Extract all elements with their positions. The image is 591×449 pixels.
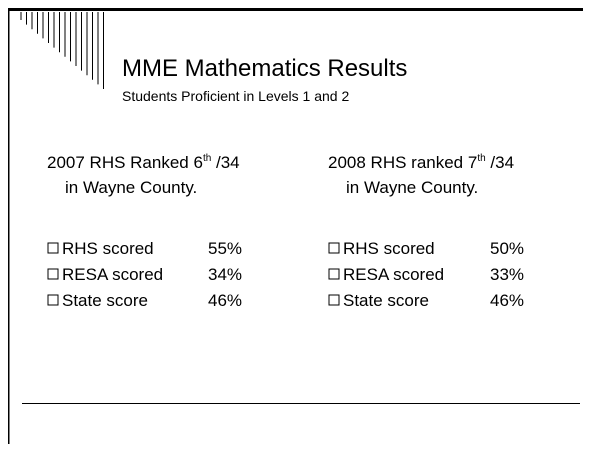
- column-heading-line2: in Wayne County.: [346, 178, 478, 197]
- superscript: th: [477, 153, 485, 164]
- superscript: th: [203, 153, 211, 164]
- checkbox: [47, 294, 59, 306]
- item-value: 50%: [490, 239, 524, 258]
- checkbox: [47, 242, 59, 254]
- item-value: 46%: [490, 291, 524, 310]
- title: MME Mathematics Results: [122, 55, 407, 82]
- column-heading: 2008 RHS ranked 7th /34: [328, 153, 514, 172]
- heading-text: /34: [486, 153, 514, 172]
- item-value: 46%: [208, 291, 242, 310]
- stripes: [20, 12, 104, 89]
- item-label: State score: [343, 291, 429, 310]
- checkbox: [328, 268, 340, 280]
- checkbox: [47, 268, 59, 280]
- heading-text: 2007 RHS Ranked 6: [47, 153, 203, 172]
- item-value: 55%: [208, 239, 242, 258]
- item-label: RHS scored: [343, 239, 435, 258]
- column-heading-line2: in Wayne County.: [65, 178, 197, 197]
- item-label: RHS scored: [62, 239, 154, 258]
- column-heading: 2007 RHS Ranked 6th /34: [47, 153, 240, 172]
- top-bar: [8, 8, 583, 11]
- heading-text: /34: [211, 153, 239, 172]
- item-value: 34%: [208, 265, 242, 284]
- bottom-rule: [22, 403, 580, 404]
- checkbox: [328, 242, 340, 254]
- item-value: 33%: [490, 265, 524, 284]
- checkbox: [328, 294, 340, 306]
- item-label: RESA scored: [343, 265, 444, 284]
- item-label: State score: [62, 291, 148, 310]
- left-bar: [8, 8, 10, 444]
- item-label: RESA scored: [62, 265, 163, 284]
- heading-text: 2008 RHS ranked 7: [328, 153, 477, 172]
- subtitle: Students Proficient in Levels 1 and 2: [122, 88, 349, 104]
